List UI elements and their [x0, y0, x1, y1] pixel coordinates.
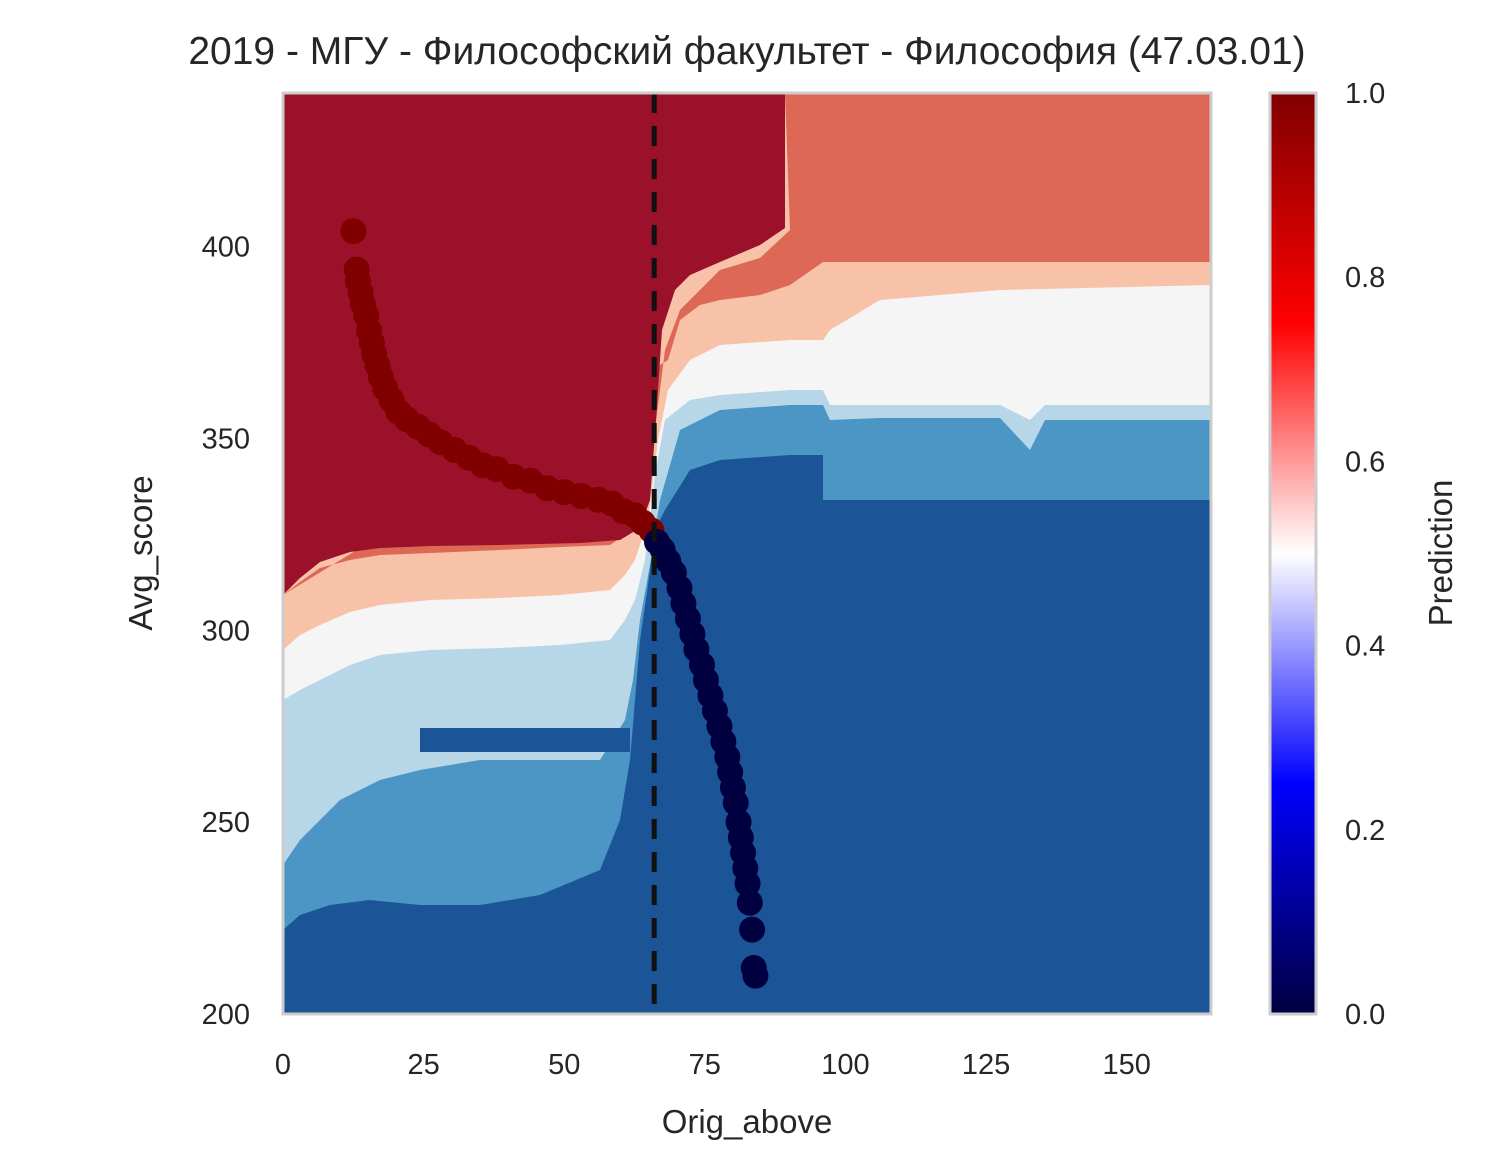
plot-frame	[281, 91, 1213, 1016]
colorbar-tick-label: 0.4	[1345, 631, 1385, 663]
plot-area	[283, 93, 1211, 1014]
colorbar-tick-label: 0.6	[1345, 446, 1385, 478]
contour-level-075	[283, 93, 785, 595]
data-point	[734, 870, 761, 897]
x-tick-label: 0	[275, 1049, 291, 1081]
data-point	[340, 218, 367, 245]
y-tick-label: 300	[202, 615, 250, 647]
y-tick-label: 200	[202, 999, 250, 1031]
contour-island	[880, 473, 1211, 487]
data-point	[739, 916, 766, 943]
colorbar-tick-label: 1.0	[1345, 78, 1385, 110]
colorbar-label: Prediction	[1422, 480, 1459, 627]
x-tick-label: 50	[548, 1049, 580, 1081]
colorbar-tick-label: 0.0	[1345, 999, 1385, 1031]
y-tick-label: 400	[202, 232, 250, 264]
x-tick-label: 25	[407, 1049, 439, 1081]
colorbar	[1268, 91, 1318, 1016]
contour-island	[1045, 336, 1211, 356]
data-point	[736, 889, 763, 916]
y-axis-label: Avg_score	[122, 475, 159, 630]
data-point	[722, 789, 749, 816]
data-point	[742, 962, 769, 989]
x-tick-label: 150	[1102, 1049, 1150, 1081]
colorbar-tick-label: 0.2	[1345, 815, 1385, 847]
chart-title: 2019 - МГУ - Философский факультет - Фил…	[188, 30, 1305, 73]
contour-island	[420, 728, 630, 752]
x-tick-label: 125	[962, 1049, 1010, 1081]
x-tick-label: 75	[689, 1049, 721, 1081]
contour-island	[930, 340, 1030, 354]
y-tick-label: 250	[202, 807, 250, 839]
x-tick-label: 100	[821, 1049, 869, 1081]
y-tick-label: 350	[202, 423, 250, 455]
x-axis-label: Orig_above	[662, 1103, 833, 1140]
colorbar-tick-label: 0.8	[1345, 262, 1385, 294]
